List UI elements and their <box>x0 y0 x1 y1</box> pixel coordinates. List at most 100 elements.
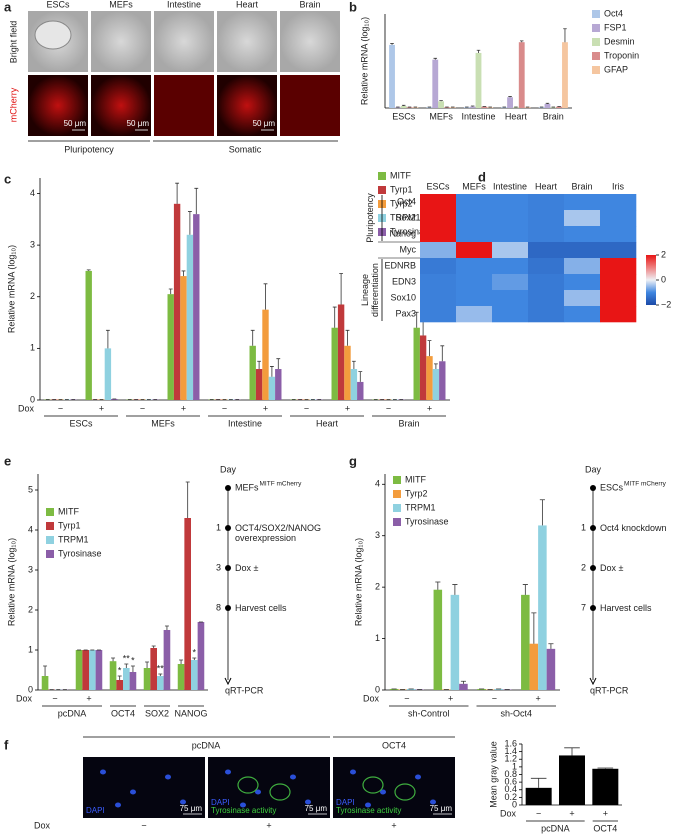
x-tick-label: − <box>52 693 57 703</box>
bar <box>469 106 476 108</box>
legend-swatch <box>592 52 600 60</box>
x-tick-label: Intestine <box>461 111 495 121</box>
y-tick-label: 4 <box>30 188 35 198</box>
colorbar-tick-label: 0 <box>661 274 666 284</box>
fluorescence-image <box>333 757 455 818</box>
group-label: OCT4 <box>111 708 135 718</box>
x-axis-title: Dox <box>18 403 35 413</box>
step-text: Oct4 knockdown <box>600 523 667 533</box>
panel-letter: f <box>4 737 9 752</box>
y-tick-label: 0 <box>512 799 517 809</box>
y-tick-label: 4 <box>375 479 380 489</box>
row-label: EDN3 <box>392 276 416 286</box>
error-bar <box>597 767 614 769</box>
bar <box>184 518 191 690</box>
column-label: Heart <box>535 181 558 191</box>
protocol-start: MEFs <box>235 482 259 492</box>
y-tick-label: 0.4 <box>504 784 517 794</box>
timeline-dot <box>225 605 231 611</box>
bar <box>255 369 263 400</box>
legend-swatch <box>393 504 401 512</box>
heatmap-cell <box>420 306 457 323</box>
tyrosinase-signal <box>362 776 384 794</box>
heatmap-cell <box>492 274 529 291</box>
legend-label: Tyrp2 <box>390 198 413 208</box>
heatmap-cell <box>564 194 601 211</box>
timeline-arrow <box>224 677 232 686</box>
scale-bar-label: 75 μm <box>305 804 328 813</box>
timeline-dot <box>590 605 596 611</box>
y-tick-label: 2 <box>375 582 380 592</box>
y-tick-label: 1.6 <box>504 738 517 748</box>
error-bar <box>179 659 184 664</box>
scale-bar-label: 50 μm <box>253 119 276 128</box>
bar <box>433 589 443 690</box>
nucleus <box>305 799 311 805</box>
row-label: mCherry <box>8 87 18 122</box>
group-label: Heart <box>316 418 339 428</box>
nucleus <box>100 769 106 775</box>
bar <box>475 52 482 108</box>
column-label: MEFs <box>462 181 486 191</box>
bar <box>104 348 112 400</box>
tyrosinase-signal <box>269 783 291 801</box>
heatmap-cell <box>600 226 637 243</box>
stain-label: Tyrosinase activity <box>336 806 401 815</box>
bar <box>494 688 503 690</box>
nucleus <box>180 799 186 805</box>
column-label: Intestine <box>493 181 527 191</box>
heatmap-cell <box>456 210 493 227</box>
x-tick-label: − <box>492 693 497 703</box>
bright-field-image <box>154 11 214 72</box>
column-label: Iris <box>612 181 624 191</box>
y-tick-label: 0 <box>30 394 35 404</box>
bar <box>432 59 439 108</box>
timeline-dot <box>225 565 231 571</box>
group-label: pcDNA <box>192 740 221 750</box>
step-text: Dox ± <box>235 563 259 573</box>
group-label: SOX2 <box>145 708 169 718</box>
heatmap-cell <box>492 290 529 307</box>
heatmap-cell <box>456 290 493 307</box>
column-label: ESCs <box>426 181 450 191</box>
error-bar <box>460 680 466 684</box>
error-bar <box>545 102 550 104</box>
x-tick-label: − <box>304 403 309 413</box>
error-bar <box>522 584 528 595</box>
heatmap-cell <box>492 242 529 259</box>
legend-label: TRPM1 <box>58 534 89 544</box>
row-label: Oct4 <box>397 196 416 206</box>
row-label: EDNRB <box>384 260 416 270</box>
heatmap-cell <box>420 242 457 259</box>
legend-label: MITF <box>390 170 411 180</box>
y-tick-label: 0.6 <box>504 777 517 787</box>
error-bar <box>181 270 186 277</box>
y-tick-label: 3 <box>28 564 33 574</box>
fluorescence-image <box>208 757 330 818</box>
y-tick-label: 1.4 <box>504 746 517 756</box>
error-bar <box>86 269 91 271</box>
dox-label: − <box>141 820 146 830</box>
protocol-start-sup: MITF mCherry <box>260 481 303 488</box>
bar <box>167 294 174 400</box>
bar <box>193 214 200 400</box>
protocol-end: qRT-PCR <box>225 685 264 695</box>
scale-bar-label: 75 μm <box>180 804 203 813</box>
x-axis-title: Dox <box>16 693 33 703</box>
heatmap-cell <box>492 194 529 211</box>
bar <box>487 107 494 108</box>
x-tick-label: − <box>140 403 145 413</box>
group-label: Intestine <box>228 418 262 428</box>
heatmap-cell <box>600 242 637 259</box>
heatmap-cell <box>528 290 565 307</box>
heatmap-cell <box>420 194 457 211</box>
error-bar <box>548 643 554 649</box>
step-text: Dox ± <box>600 563 624 573</box>
row-label: Pax3 <box>395 308 416 318</box>
group-label: NANOG <box>174 708 207 718</box>
error-bar <box>43 665 48 676</box>
timeline-dot <box>225 485 231 491</box>
nucleus <box>165 774 171 780</box>
bar <box>426 107 433 108</box>
heatmap-cell <box>564 274 601 291</box>
